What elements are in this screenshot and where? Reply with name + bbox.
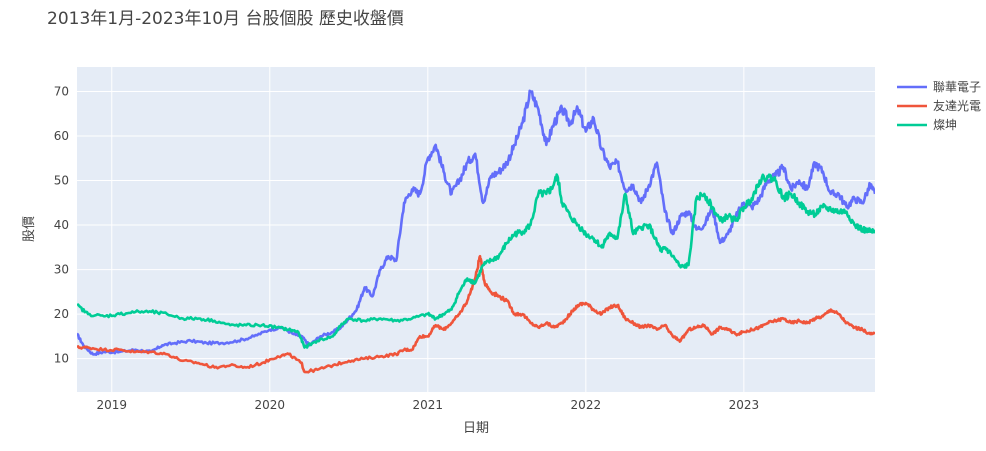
y-tick-label: 50	[54, 174, 69, 188]
x-tick-label: 2021	[413, 398, 444, 412]
series-line-1[interactable]	[77, 254, 875, 374]
series-layer	[77, 89, 875, 374]
tick-layer: 10 20 30 40 50 60 70 2019 2020 2021 2022 2023	[54, 84, 759, 412]
x-axis-label: 日期	[463, 421, 489, 436]
y-tick-label: 10	[54, 352, 69, 366]
legend-label: 友達光電	[933, 99, 981, 113]
series-line-2[interactable]	[77, 173, 875, 349]
y-tick-label: 60	[54, 129, 69, 143]
y-tick-label: 30	[54, 263, 69, 277]
x-tick-label: 2019	[96, 398, 127, 412]
legend-item-1[interactable]: 友達光電	[897, 99, 981, 113]
x-tick-label: 2023	[729, 398, 760, 412]
plot-area	[77, 67, 875, 392]
y-tick-label: 20	[54, 307, 69, 321]
y-tick-label: 40	[54, 218, 69, 232]
legend-label: 聯華電子	[933, 80, 981, 94]
y-axis-label: 股價	[22, 216, 37, 242]
x-tick-label: 2020	[255, 398, 286, 412]
y-tick-label: 70	[54, 84, 69, 98]
x-tick-label: 2022	[571, 398, 602, 412]
legend-item-0[interactable]: 聯華電子	[897, 80, 981, 94]
grid-layer	[77, 67, 875, 392]
legend-label: 燦坤	[933, 117, 957, 132]
legend-item-2[interactable]: 燦坤	[897, 117, 957, 132]
chart-title: 2013年1月-2023年10月 台股個股 歷史收盤價	[47, 9, 404, 29]
